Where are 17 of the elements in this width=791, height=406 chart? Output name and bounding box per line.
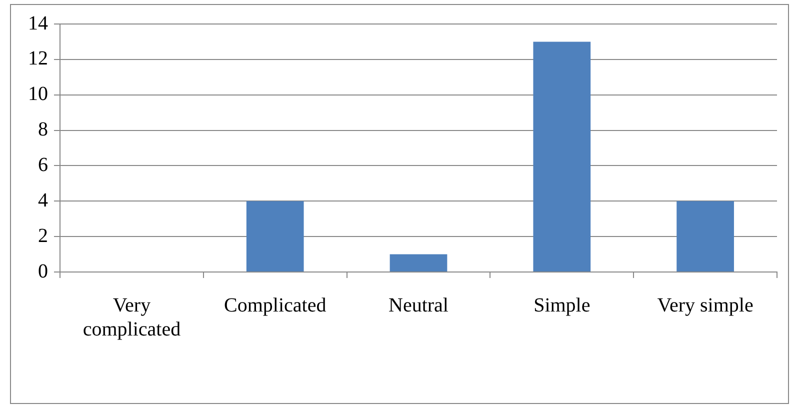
y-tick-label: 2	[38, 224, 48, 247]
y-tick-label: 12	[28, 48, 48, 70]
x-tick-label: Simple	[534, 294, 590, 316]
y-tick-label: 10	[28, 83, 48, 106]
x-tick-label: Complicated	[224, 294, 326, 316]
y-tick-label: 8	[38, 118, 48, 141]
y-tick-label: 4	[38, 189, 48, 212]
y-tick-label: 14	[28, 12, 48, 34]
y-tick-label: 0	[38, 260, 48, 282]
x-tick-label: Neutral	[388, 294, 449, 316]
bar	[390, 254, 448, 272]
y-tick-label: 6	[38, 154, 48, 176]
x-tick-label: Very simple	[657, 294, 754, 316]
bar	[676, 201, 734, 272]
bar	[533, 42, 591, 272]
bar	[246, 201, 304, 272]
x-tick-label: Very complicated	[82, 294, 181, 340]
